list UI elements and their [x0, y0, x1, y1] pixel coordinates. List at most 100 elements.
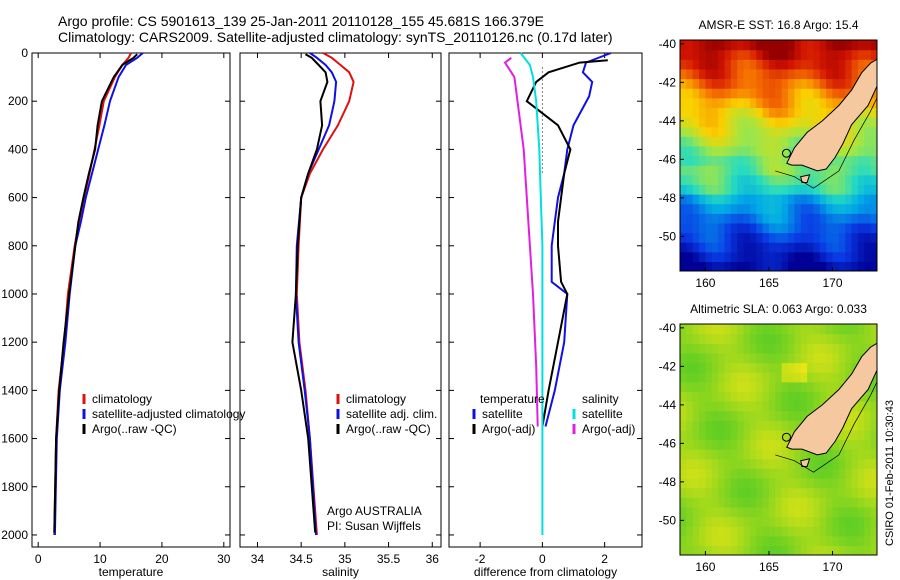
- sla-map-cell: [826, 458, 834, 469]
- sst-map-cell: [864, 155, 872, 166]
- sst-map-cell: [724, 251, 732, 262]
- sst-map-cell: [724, 97, 732, 108]
- sla-map-cell: [781, 429, 789, 441]
- sst-map-cell: [775, 194, 783, 205]
- sla-map-cell: [737, 401, 745, 412]
- sla-map-cell: [692, 372, 700, 383]
- sla-map-cell: [819, 372, 827, 383]
- sst-map-cell: [800, 261, 808, 271]
- sst-map-cell: [781, 213, 789, 224]
- sla-map-cell: [730, 468, 738, 479]
- sla-map-cell: [718, 410, 726, 421]
- sla-map-cell: [737, 526, 745, 537]
- sla-map-cell: [838, 516, 846, 527]
- sst-map-cell: [705, 59, 713, 70]
- sst-map-cell: [718, 194, 726, 205]
- sla-map-cell: [788, 506, 795, 518]
- sst-map-cell: [788, 107, 795, 118]
- sla-map-cell: [826, 516, 834, 527]
- sst-map-cell: [730, 59, 738, 70]
- salinity-xtick-label: 36: [426, 552, 440, 566]
- sla-map-cell: [737, 391, 745, 402]
- sst-map-cell: [800, 97, 808, 108]
- sla-map-cell: [807, 391, 815, 402]
- sst-map-cell: [749, 40, 757, 51]
- sst-map-cell: [718, 222, 726, 234]
- sla-map-cell: [807, 362, 815, 373]
- sst-map-cell: [680, 68, 687, 80]
- sla-map-cell: [775, 401, 783, 412]
- sst-map-cell: [870, 165, 877, 176]
- sst-map-cell: [724, 174, 732, 185]
- sla-map-cell: [680, 343, 687, 354]
- sla-map-ytick-label: -42: [659, 359, 677, 373]
- sst-map-cell: [870, 222, 877, 234]
- sst-map-cell: [724, 194, 732, 205]
- sla-map-cell: [756, 478, 764, 489]
- sst-map-cell: [775, 261, 783, 271]
- sst-map-cell: [768, 97, 776, 108]
- sst-map-cell: [864, 49, 872, 60]
- sst-map-cell: [845, 261, 853, 271]
- sst-map-cell: [775, 136, 783, 147]
- sst-map-cell: [692, 184, 700, 195]
- sst-map-cell: [730, 155, 738, 166]
- sla-map-cell: [699, 362, 707, 373]
- sla-map-cell: [680, 526, 687, 537]
- difference-legend-entry: Argo(-adj): [482, 422, 535, 436]
- sst-map-cell: [756, 232, 764, 243]
- difference-legend-entry: satellite: [582, 407, 623, 421]
- sla-map-cell: [737, 535, 745, 546]
- sst-map-cell: [692, 174, 700, 185]
- sla-map-cell: [775, 410, 783, 421]
- sst-map-cell: [845, 194, 853, 205]
- sla-map-cell: [756, 449, 764, 460]
- sla-map-cell: [800, 487, 808, 498]
- sla-map-cell: [813, 468, 821, 479]
- sla-map-cell: [756, 372, 764, 383]
- sst-map-cell: [819, 88, 827, 99]
- sst-map-cell: [781, 155, 789, 166]
- sla-map-cell: [692, 420, 700, 431]
- sst-map-cell: [864, 59, 872, 70]
- sla-map-cell: [737, 468, 745, 479]
- sst-map-cell: [749, 232, 757, 243]
- sla-map-cell: [711, 516, 719, 527]
- sla-map-cell: [762, 401, 770, 412]
- sla-map-cell: [699, 410, 707, 421]
- sst-map-ytick-label: -40: [659, 37, 677, 51]
- sla-map-cell: [870, 487, 877, 498]
- sla-map-cell: [819, 545, 827, 555]
- sst-map-cell: [756, 203, 764, 214]
- sla-map-cell: [724, 468, 732, 479]
- sst-map-cell: [743, 174, 751, 185]
- salinity-axes-frame: [239, 52, 442, 548]
- sst-map-cell: [845, 213, 853, 224]
- sla-map-cell: [800, 497, 808, 508]
- sst-map-cell: [730, 203, 738, 214]
- sst-map-cell: [724, 232, 732, 243]
- sst-map-cell: [813, 88, 821, 99]
- sst-map-cell: [800, 88, 808, 99]
- sst-map-cell: [826, 203, 834, 214]
- sla-map-cell: [692, 497, 700, 508]
- sla-map-cell: [699, 391, 707, 402]
- sla-map-cell: [788, 545, 795, 555]
- sst-map-cell: [730, 145, 738, 157]
- salinity-xtick-label: 35.5: [377, 552, 401, 566]
- sst-map-cell: [819, 59, 827, 70]
- sla-map-cell: [680, 362, 687, 373]
- sst-map-cell: [749, 184, 757, 195]
- sla-map-cell: [819, 343, 827, 354]
- sla-map-cell: [680, 324, 687, 335]
- sla-map-cell: [794, 468, 802, 479]
- sla-map-cell: [781, 535, 789, 546]
- sst-map-cell: [807, 107, 815, 118]
- sla-map-cell: [813, 333, 821, 344]
- sst-map-cell: [711, 126, 719, 137]
- sst-map-cell: [813, 59, 821, 70]
- sst-map-cell: [864, 251, 872, 262]
- sla-map-cell: [762, 391, 770, 402]
- sla-map-cell: [686, 343, 694, 354]
